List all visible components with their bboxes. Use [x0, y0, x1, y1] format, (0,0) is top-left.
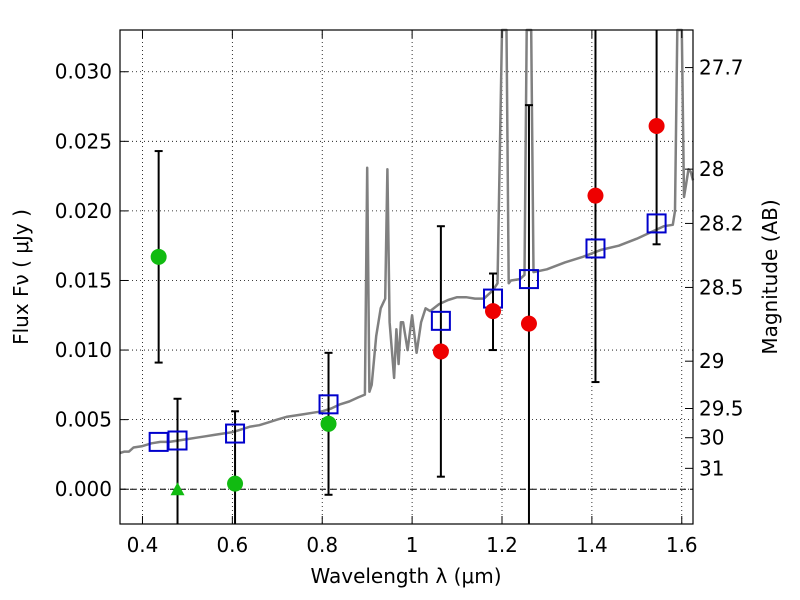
y-axis-title: Flux Fν ( μJy ): [9, 209, 33, 345]
mag-tick-label: 28: [699, 157, 724, 181]
tick-layer: 0.4 0.6 0.8 1 1.2 1.4 1.6 0.000 0.005 0.010 0.015 0…: [55, 30, 744, 557]
x-tick-label: 1.4: [576, 533, 608, 557]
model-spectrum-layer: [119, 28, 695, 455]
green-data-point: [150, 248, 167, 265]
y-tick-label: 0.025: [55, 129, 112, 153]
y-tick-label: 0.010: [55, 338, 112, 362]
y-tick-label: 0.030: [55, 60, 112, 84]
model-photometry-square: [318, 394, 339, 415]
x-tick-label: 0.4: [127, 533, 159, 557]
model-photometry-square: [585, 238, 606, 259]
marker-layer: [148, 118, 667, 496]
x-tick-label: 0.6: [216, 533, 248, 557]
green-data-point: [320, 415, 337, 432]
y2-axis-title: Magnitude (AB): [758, 199, 782, 354]
upper-limit-triangle: [170, 482, 185, 496]
x-tick-label: 1.2: [486, 533, 518, 557]
model-photometry-square: [646, 213, 667, 234]
mag-tick-label: 30: [699, 426, 724, 450]
red-data-point: [432, 343, 449, 360]
y-tick-label: 0.020: [55, 199, 112, 223]
y-tick-label: 0.015: [55, 268, 112, 292]
red-data-point: [648, 118, 665, 135]
model-photometry-square: [430, 310, 451, 331]
mag-tick-label: 31: [699, 456, 724, 480]
plot-background: [120, 30, 693, 524]
red-data-point: [485, 303, 502, 320]
mag-tick-label: 29: [699, 349, 724, 373]
y-tick-label: 0.000: [55, 477, 112, 501]
green-data-point: [227, 475, 244, 492]
mag-tick-label: 27.7: [699, 56, 744, 80]
model-photometry-square: [518, 269, 539, 290]
y-tick-label: 0.005: [55, 408, 112, 432]
model-photometry-square: [167, 430, 188, 451]
mag-tick-label: 28.2: [699, 211, 744, 235]
x-axis-title: Wavelength λ (μm): [310, 564, 501, 588]
mag-tick-label: 28.5: [699, 275, 744, 299]
x-tick-label: 1.6: [666, 533, 698, 557]
x-tick-label: 0.8: [306, 533, 338, 557]
x-tick-label: 1: [406, 533, 419, 557]
plot-frame: [119, 29, 694, 525]
model-photometry-square: [225, 423, 246, 444]
model-spectrum-line: [119, 28, 695, 455]
errorbar-layer: [154, 30, 661, 524]
red-data-point: [520, 315, 537, 332]
mag-tick-label: 29.5: [699, 397, 744, 421]
red-data-point: [587, 187, 604, 204]
